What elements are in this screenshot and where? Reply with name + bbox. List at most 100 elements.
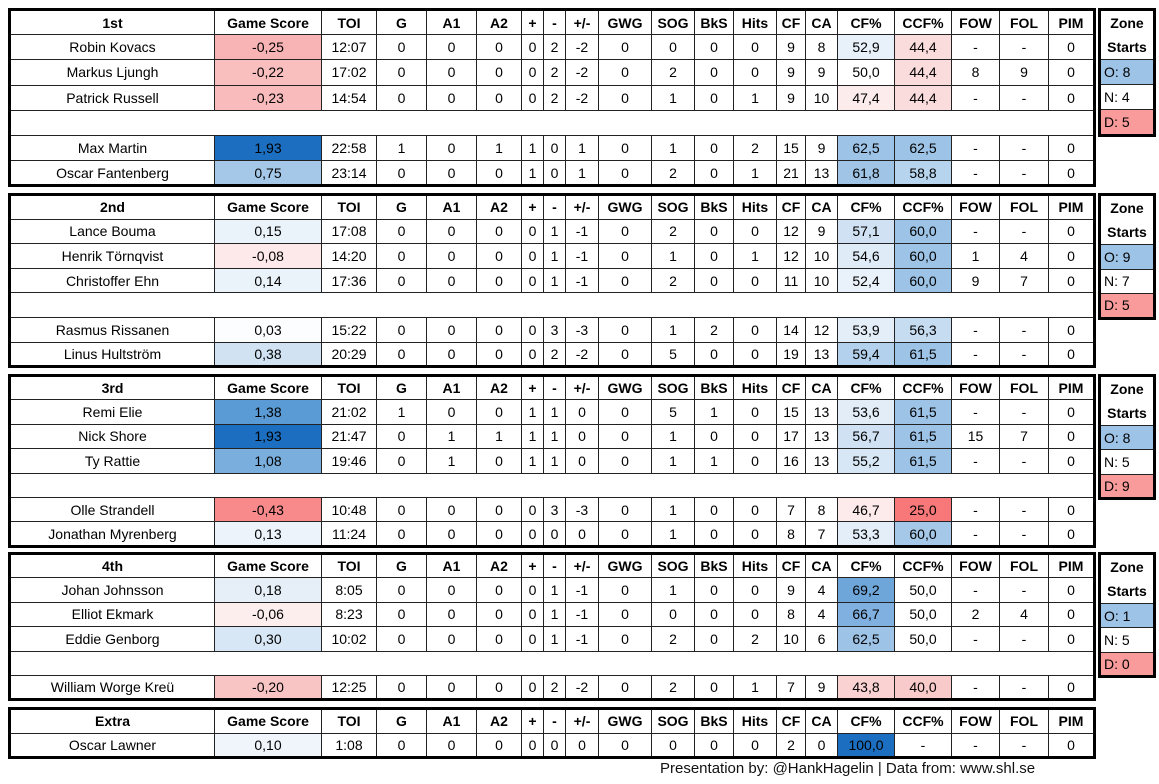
stat-minus: 1	[543, 399, 566, 425]
column-header: Hits	[733, 552, 777, 579]
stat-cf: 15	[776, 134, 806, 162]
stat-a2: 0	[476, 626, 522, 652]
stat-gwg: 0	[598, 399, 652, 425]
stat-gwg: 0	[598, 577, 652, 603]
stat-a1: 1	[426, 423, 477, 450]
stat-bks: 0	[694, 423, 734, 450]
column-header: -	[543, 708, 566, 734]
stat-cf: 12	[776, 218, 806, 245]
stat-minus: 3	[543, 496, 566, 523]
stat-sog: 1	[651, 496, 695, 523]
stat-pm: -2	[565, 674, 599, 701]
column-header: GWG	[598, 194, 652, 220]
stat-fol: -	[999, 316, 1049, 343]
stat-toi: 11:24	[321, 521, 377, 547]
stat-plus: 0	[521, 243, 544, 269]
stat-ca: 13	[805, 399, 838, 425]
stat-a1: 0	[426, 577, 477, 603]
player-name: Rasmus Rissanen	[9, 316, 215, 343]
spacer-cell	[9, 292, 1095, 318]
zone-label: Zone	[1110, 15, 1144, 31]
stat-g: 0	[376, 84, 427, 111]
stat-cfp: 55,2	[837, 448, 895, 474]
column-header: FOL	[999, 552, 1049, 579]
stat-ca: 7	[805, 521, 838, 547]
stat-g: 1	[376, 399, 427, 425]
column-header: G	[376, 194, 427, 220]
column-header: A1	[426, 552, 477, 579]
stat-hits: 0	[733, 218, 777, 245]
stat-minus: 2	[543, 84, 566, 111]
stat-fol: -	[999, 448, 1049, 474]
stat-toi: 10:48	[321, 496, 377, 523]
stat-g: 0	[376, 316, 427, 343]
stat-a2: 0	[476, 496, 522, 523]
player-name: Elliot Ekmark	[9, 601, 215, 628]
zone-label: Zone	[1110, 200, 1144, 216]
stat-toi: 17:36	[321, 267, 377, 294]
stat-fol: -	[999, 674, 1049, 701]
stat-pm: 0	[565, 399, 599, 425]
stat-fow: -	[951, 134, 1000, 162]
stat-gs: 0,14	[214, 267, 322, 294]
stat-sog: 2	[651, 267, 695, 294]
section-4th-table: 4th Game Score TOI G A1 A2 + - +/- GWG SOG BkS Hits C…	[8, 552, 1096, 702]
player-name: Henrik Törnqvist	[9, 243, 215, 269]
header-row: Extra Game Score TOI G A1 A2 + - +/- GWG SOG BkS Hit…	[9, 708, 1095, 734]
stat-ca: 9	[805, 674, 838, 701]
stat-sog: 2	[651, 674, 695, 701]
stat-a1: 0	[426, 674, 477, 701]
stat-toi: 8:05	[321, 577, 377, 603]
player-name: Max Martin	[9, 134, 215, 162]
stat-cf: 19	[776, 341, 806, 368]
column-header: -	[543, 552, 566, 579]
stat-hits: 0	[733, 267, 777, 294]
stat-bks: 0	[694, 521, 734, 547]
stat-hits: 2	[733, 626, 777, 652]
stat-toi: 17:02	[321, 59, 377, 86]
stat-pim: 0	[1048, 626, 1095, 652]
stat-g: 0	[376, 577, 427, 603]
player-name: Johan Johnsson	[9, 577, 215, 603]
column-header: BkS	[694, 374, 734, 401]
stat-bks: 0	[694, 674, 734, 701]
stat-fol: 9	[999, 59, 1049, 86]
stat-cf: 16	[776, 448, 806, 474]
stat-bks: 0	[694, 218, 734, 245]
stat-pm: -3	[565, 496, 599, 523]
stat-fol: 4	[999, 243, 1049, 269]
column-header: CF	[776, 374, 806, 401]
player-name: Patrick Russell	[9, 84, 215, 111]
stat-hits: 1	[733, 674, 777, 701]
stat-gwg: 0	[598, 160, 652, 187]
column-header: +	[521, 552, 544, 579]
stat-minus: 2	[543, 341, 566, 368]
zone-start-n: N: 7	[1099, 268, 1155, 295]
stat-a1: 0	[426, 521, 477, 547]
column-header: Game Score	[214, 194, 322, 220]
zone-starts-header: Zone Starts	[1099, 9, 1155, 60]
column-header: +/-	[565, 374, 599, 401]
stat-g: 0	[376, 448, 427, 474]
stat-cfp: 50,0	[837, 59, 895, 86]
stat-hits: 0	[733, 577, 777, 603]
stat-toi: 14:20	[321, 243, 377, 269]
stat-gwg: 0	[598, 316, 652, 343]
stat-ccfp: 60,0	[894, 218, 952, 245]
stat-fol: -	[999, 134, 1049, 162]
stat-ca: 6	[805, 626, 838, 652]
stat-cfp: 54,6	[837, 243, 895, 269]
zone-start-o: O: 1	[1099, 602, 1155, 629]
stat-a1: 0	[426, 601, 477, 628]
column-header: FOL	[999, 708, 1049, 734]
starts-label: Starts	[1107, 583, 1147, 599]
column-header: CF%	[837, 194, 895, 220]
player-name: William Worge Kreü	[9, 674, 215, 701]
stat-ccfp: 44,4	[894, 84, 952, 111]
stat-minus: 2	[543, 34, 566, 61]
stat-hits: 0	[733, 496, 777, 523]
stat-bks: 1	[694, 399, 734, 425]
zone-start-o: O: 9	[1099, 244, 1155, 270]
column-header: GWG	[598, 552, 652, 579]
zone-start-n: N: 5	[1099, 627, 1155, 653]
